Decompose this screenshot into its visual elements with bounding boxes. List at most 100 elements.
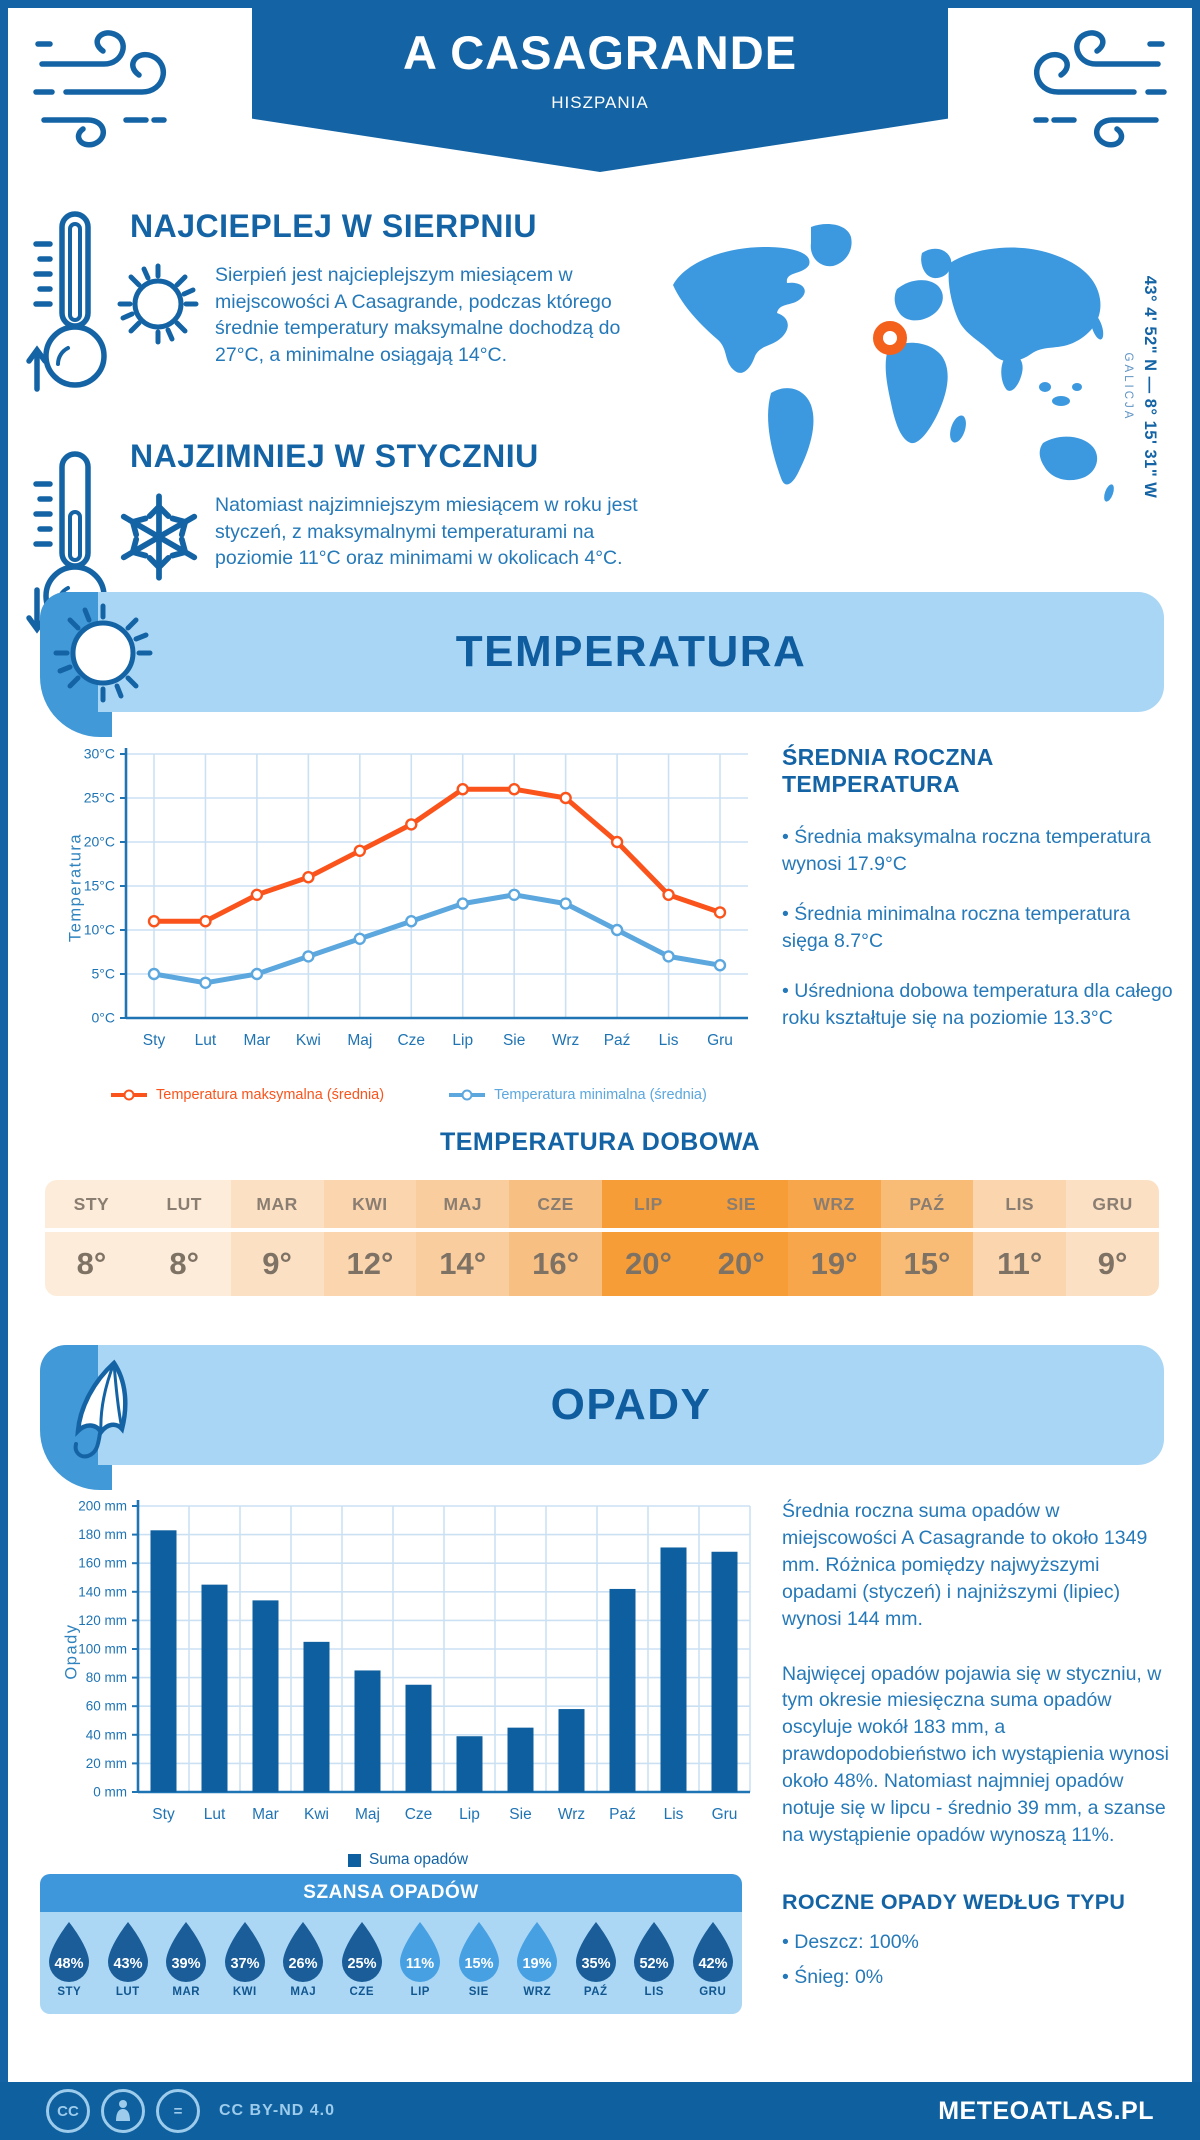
- svg-text:39%: 39%: [172, 1956, 201, 1972]
- table-month-cell: LIS: [973, 1180, 1067, 1228]
- table-month-cell: STY: [45, 1180, 138, 1228]
- bar-Mar: [252, 1600, 279, 1792]
- droplet-icon: 48%: [49, 1922, 90, 1982]
- page-title: A CASAGRANDE: [402, 26, 798, 79]
- droplet-icon: 11%: [400, 1922, 441, 1982]
- table-month-cell: GRU: [1066, 1180, 1159, 1228]
- by-type-bullet: • Śnieg: 0%: [782, 1966, 884, 1989]
- svg-text:35%: 35%: [581, 1956, 610, 1972]
- umbrella-icon: [73, 1359, 128, 1459]
- svg-text:Cze: Cze: [405, 1806, 433, 1823]
- bar-Lut: [201, 1584, 228, 1792]
- svg-text:25°C: 25°C: [84, 790, 115, 806]
- table-month-cell: LIP: [602, 1180, 695, 1228]
- legend-item: Temperatura maksymalna (średnia): [110, 1087, 384, 1103]
- bar-Cze: [405, 1684, 432, 1792]
- droplet-month-label: CZE: [349, 1986, 374, 1998]
- svg-text:Lut: Lut: [204, 1806, 226, 1823]
- table-month-cell: MAR: [230, 1180, 324, 1228]
- droplet-icon: 25%: [341, 1922, 382, 1982]
- wind-icon: [33, 30, 167, 148]
- svg-text:160 mm: 160 mm: [78, 1556, 127, 1571]
- droplet-month-label: LIP: [410, 1986, 430, 1998]
- svg-text:20 mm: 20 mm: [86, 1756, 127, 1771]
- daily-temperature-heading: TEMPERATURA DOBOWA: [439, 1128, 761, 1156]
- svg-text:Gru: Gru: [707, 1032, 733, 1049]
- droplet-column: 43% LUT: [99, 1919, 158, 2014]
- svg-text:19%: 19%: [523, 1956, 552, 1972]
- svg-text:42%: 42%: [698, 1956, 727, 1972]
- person-icon: [101, 2089, 145, 2133]
- table-value-cell: 8°: [137, 1232, 231, 1296]
- droplet-column: 39% MAR: [157, 1919, 216, 2014]
- svg-text:120 mm: 120 mm: [78, 1613, 127, 1628]
- precipitation-paragraph-1: Średnia roczna suma opadów w miejscowośc…: [782, 1500, 1148, 1630]
- svg-text:0°C: 0°C: [92, 1010, 116, 1026]
- svg-text:Sty: Sty: [143, 1032, 166, 1049]
- table-header-row: STY LUT MAR KWI MAJ CZE LIP SIE WRZ PAŹ LIS GRU: [45, 1180, 1159, 1228]
- svg-text:80 mm: 80 mm: [86, 1670, 127, 1685]
- svg-text:Kwi: Kwi: [304, 1806, 329, 1823]
- svg-text:15%: 15%: [464, 1956, 493, 1972]
- header-banner: A CASAGRANDE HISZPANIA: [252, 0, 948, 172]
- svg-text:Lis: Lis: [664, 1806, 684, 1823]
- equals-icon: =: [156, 2089, 200, 2133]
- table-value-cell: 15°: [880, 1232, 974, 1296]
- by-type-bullets: • Deszcz: 100% • Śnieg: 0%: [782, 1929, 1176, 1991]
- region-label: GALICJA: [1122, 352, 1134, 422]
- bar-Gru: [711, 1551, 738, 1792]
- svg-text:Maj: Maj: [355, 1806, 380, 1823]
- legend-item: Suma opadów: [347, 1851, 468, 1869]
- svg-text:Paź: Paź: [609, 1806, 636, 1823]
- svg-text:26%: 26%: [289, 1956, 318, 1972]
- svg-text:Wrz: Wrz: [552, 1032, 579, 1049]
- precipitation-chart-block: Opady 0 mm 20 mm 40 mm 60 mm 80 mm 100 mm 120 …: [58, 1492, 758, 1892]
- wind-icon: [1033, 30, 1167, 148]
- droplet-icon: 26%: [283, 1922, 324, 1982]
- precipitation-section-title: OPADY: [550, 1380, 712, 1429]
- table-month-cell: SIE: [694, 1180, 788, 1228]
- temperature-line-chart: 0°C 5°C 10°C 15°C 20°C 25°C 30°C Sty Lut Mar Kwi Ma…: [84, 746, 748, 1049]
- droplet-column: 35% PAŹ: [567, 1919, 626, 2014]
- droplet-icon: 42%: [692, 1922, 733, 1982]
- table-value-cell: 9°: [230, 1232, 324, 1296]
- svg-text:Kwi: Kwi: [296, 1032, 321, 1049]
- by-type-bullet: • Deszcz: 100%: [782, 1931, 919, 1953]
- droplet-month-label: LIS: [644, 1986, 664, 1998]
- droplet-column: 26% MAJ: [274, 1919, 333, 2014]
- table-value-cell: 19°: [787, 1232, 881, 1296]
- droplet-icon: 35%: [575, 1922, 616, 1982]
- warmest-text: Sierpień jest najcieplejszym miesiącem w…: [215, 264, 621, 366]
- sun-banner-icon: [53, 603, 153, 703]
- svg-text:25%: 25%: [347, 1956, 376, 1972]
- droplet-month-label: PAŹ: [583, 1986, 608, 1998]
- svg-text:48%: 48%: [55, 1956, 84, 1972]
- table-month-cell: WRZ: [787, 1180, 881, 1228]
- coldest-heading: NAJZIMNIEJ W STYCZNIU: [130, 438, 539, 474]
- legend-label: Temperatura maksymalna (średnia): [156, 1087, 385, 1103]
- temperature-section-title: TEMPERATURA: [455, 627, 807, 676]
- precipitation-chart-ylabel: Opady: [62, 1623, 81, 1680]
- table-value-cell: 20°: [694, 1232, 788, 1296]
- table-value-cell: 16°: [509, 1232, 602, 1296]
- footer: CC = CC BY-ND 4.0 METEOATLAS.PL: [0, 2082, 1200, 2140]
- droplet-column: 52% LIS: [625, 1919, 684, 2014]
- brand-label: METEOATLAS.PL: [938, 2096, 1154, 2125]
- cc-icon: CC: [46, 2089, 90, 2133]
- svg-text:Lis: Lis: [659, 1032, 679, 1049]
- svg-text:11%: 11%: [406, 1956, 434, 1972]
- svg-text:Wrz: Wrz: [558, 1806, 585, 1823]
- svg-text:Gru: Gru: [712, 1806, 738, 1823]
- precipitation-by-type-block: ROCZNE OPADY WEDŁUG TYPU • Deszcz: 100% •…: [782, 1890, 1176, 2000]
- droplet-month-label: MAJ: [290, 1986, 317, 1998]
- droplet-icon: 52%: [634, 1922, 675, 1982]
- table-month-cell: PAŹ: [880, 1180, 974, 1228]
- svg-text:200 mm: 200 mm: [78, 1499, 127, 1514]
- by-type-heading: ROCZNE OPADY WEDŁUG TYPU: [782, 1890, 1126, 1914]
- temperature-chart-legend: Temperatura maksymalna (średnia) Temperat…: [110, 1087, 758, 1103]
- bar-Sty: [150, 1530, 177, 1792]
- precipitation-chance-panel: 48% STY 43% LUT 39% MAR 37% KWI 26% MAJ 25% CZE 11% L…: [40, 1912, 742, 2014]
- temperature-chart-block: Temperatura 0°C 5°C 10°C 15°C 20°C 25°C 30°C St…: [58, 742, 758, 1103]
- svg-text:140 mm: 140 mm: [78, 1584, 127, 1599]
